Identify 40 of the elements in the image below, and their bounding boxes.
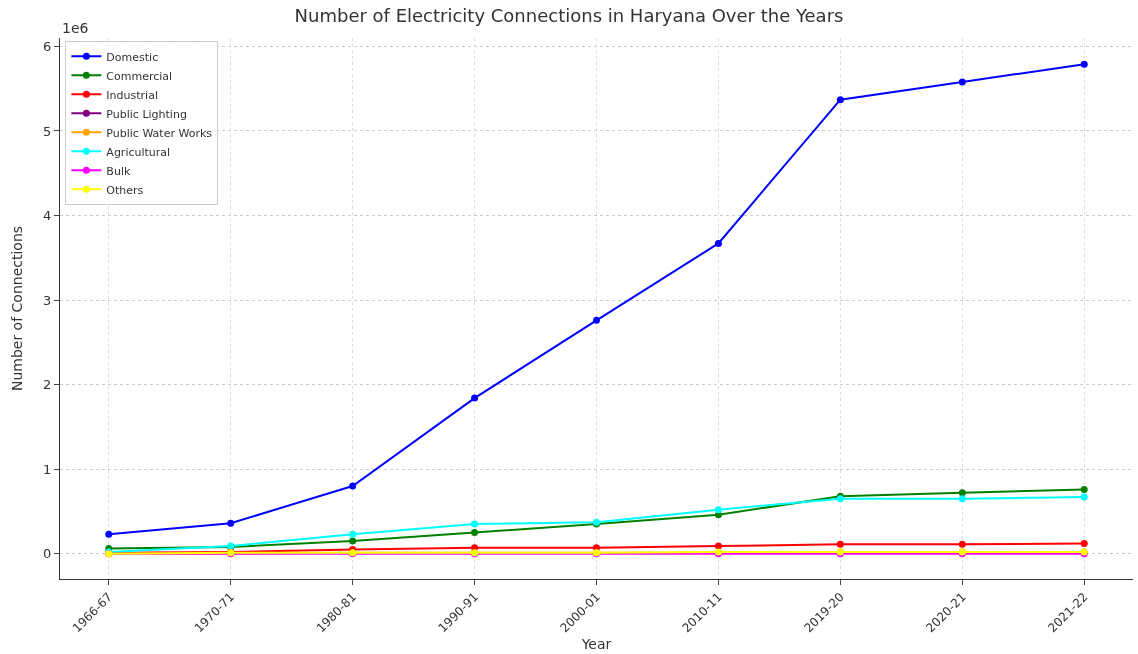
point	[1080, 485, 1088, 493]
legend-label: Others	[106, 183, 144, 197]
y-tick-label: 1	[43, 461, 52, 477]
point	[349, 530, 357, 538]
point	[227, 519, 235, 527]
chart-title: Number of Electricity Connections in Haryana Over the Years	[294, 5, 844, 27]
point	[958, 489, 966, 497]
legend-label: Commercial	[106, 69, 173, 83]
y-tick-label: 5	[43, 123, 52, 139]
point	[714, 506, 722, 514]
point	[349, 482, 357, 490]
legend-label: Agricultural	[106, 145, 171, 159]
point	[105, 530, 113, 538]
y-tick-label: 4	[43, 208, 52, 224]
point	[471, 394, 479, 402]
y-tick-label: 6	[43, 39, 52, 54]
point	[714, 239, 722, 247]
legend-label: Domestic	[106, 50, 159, 64]
legend-label: Public Lighting	[106, 107, 187, 121]
y-tick-label: 2	[43, 377, 52, 393]
point	[1080, 60, 1088, 68]
point	[958, 78, 966, 86]
point	[593, 316, 600, 324]
point	[1080, 540, 1088, 547]
text: 1e6	[62, 20, 89, 36]
point	[836, 96, 844, 104]
point	[349, 537, 357, 545]
point	[471, 529, 479, 537]
point	[958, 540, 966, 548]
point	[836, 540, 844, 548]
point	[471, 520, 479, 528]
y-axis-title: Number of Connections	[9, 225, 25, 392]
point	[1080, 493, 1088, 501]
x-axis-title: Year	[580, 635, 612, 652]
legend-label: Bulk	[106, 164, 131, 178]
legend-label: Public Water Works	[106, 126, 213, 140]
point	[958, 495, 966, 503]
legend-label: Industrial	[106, 88, 158, 102]
y-tick-label: 3	[43, 292, 52, 308]
y-tick-label: 0	[43, 546, 52, 562]
